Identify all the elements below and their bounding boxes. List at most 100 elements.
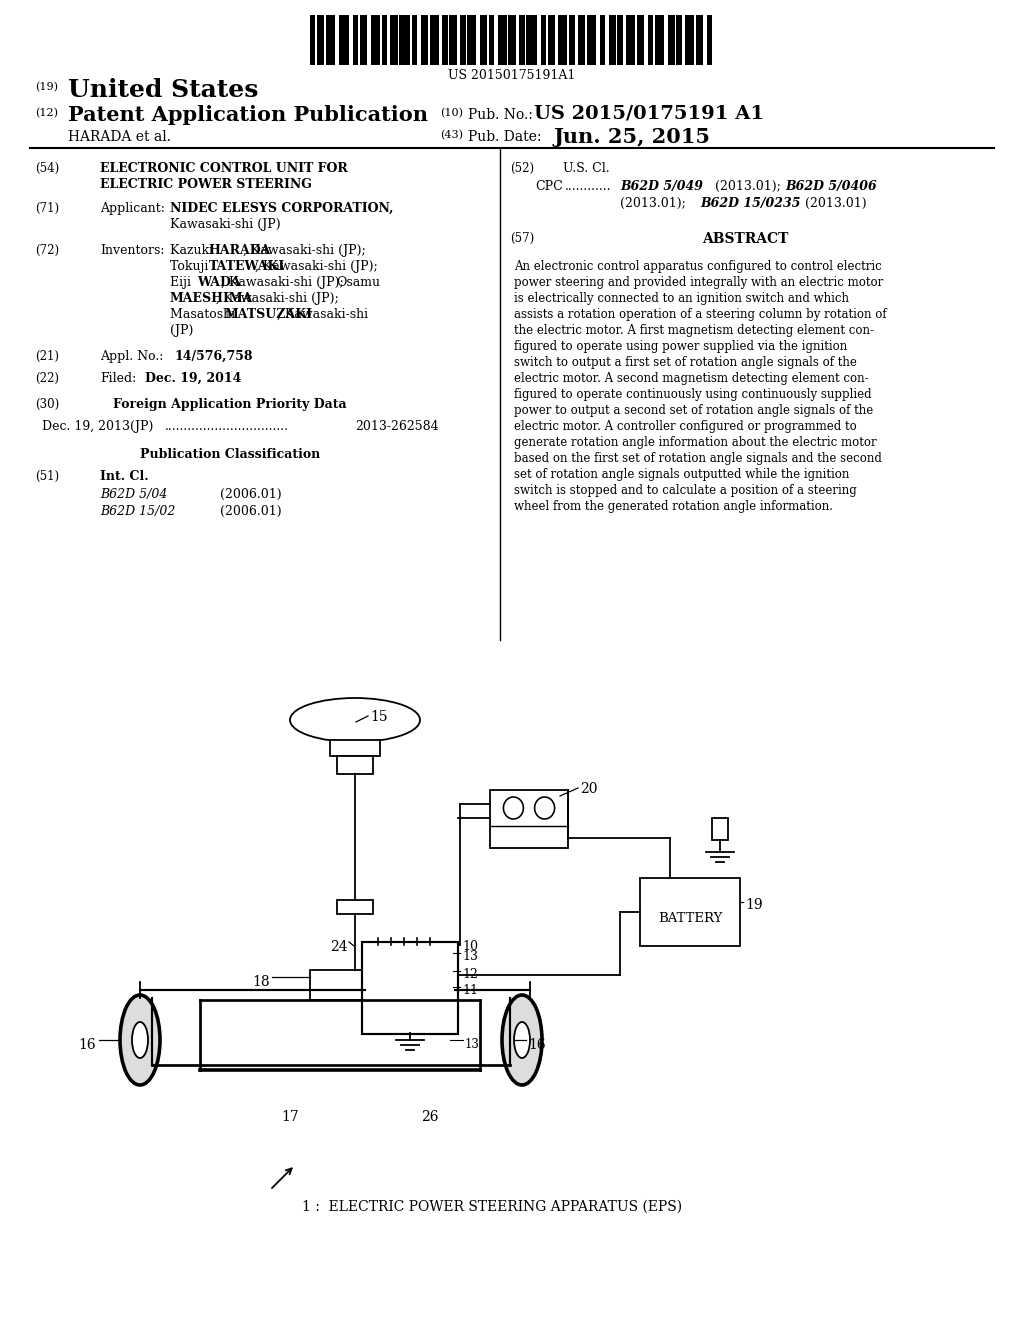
Text: switch is stopped and to calculate a position of a steering: switch is stopped and to calculate a pos… bbox=[514, 484, 857, 498]
Bar bbox=[655, 15, 664, 65]
Bar bbox=[442, 15, 447, 65]
Text: 18: 18 bbox=[252, 975, 270, 989]
Text: (72): (72) bbox=[35, 244, 59, 257]
Text: 19: 19 bbox=[745, 898, 763, 912]
Text: generate rotation angle information about the electric motor: generate rotation angle information abou… bbox=[514, 436, 877, 449]
Text: set of rotation angle signals outputted while the ignition: set of rotation angle signals outputted … bbox=[514, 469, 849, 480]
Text: (57): (57) bbox=[510, 232, 535, 246]
Text: , Kawasaki-shi (JP);: , Kawasaki-shi (JP); bbox=[220, 276, 347, 289]
Text: (2006.01): (2006.01) bbox=[220, 488, 282, 502]
Text: Tokuji: Tokuji bbox=[170, 260, 212, 273]
Bar bbox=[526, 15, 537, 65]
Text: WADA: WADA bbox=[198, 276, 241, 289]
Text: the electric motor. A first magnetism detecting element con-: the electric motor. A first magnetism de… bbox=[514, 323, 874, 337]
Text: An electronic control apparatus configured to control electric: An electronic control apparatus configur… bbox=[514, 260, 882, 273]
Text: Eiji: Eiji bbox=[170, 276, 195, 289]
Text: Osamu: Osamu bbox=[336, 276, 380, 289]
Text: Pub. Date:: Pub. Date: bbox=[468, 129, 542, 144]
Bar bbox=[337, 900, 373, 913]
Text: (JP): (JP) bbox=[130, 420, 154, 433]
Text: ELECTRIC POWER STEERING: ELECTRIC POWER STEERING bbox=[100, 178, 312, 191]
Text: figured to operate continuously using continuously supplied: figured to operate continuously using co… bbox=[514, 388, 871, 401]
Bar bbox=[541, 15, 546, 65]
Text: (22): (22) bbox=[35, 372, 59, 385]
Bar bbox=[617, 15, 623, 65]
Bar bbox=[677, 15, 682, 65]
Bar bbox=[648, 15, 653, 65]
Text: BATTERY: BATTERY bbox=[657, 912, 722, 925]
Ellipse shape bbox=[132, 1022, 148, 1059]
Bar bbox=[330, 741, 380, 756]
Text: 17: 17 bbox=[282, 1110, 299, 1125]
Text: (54): (54) bbox=[35, 162, 59, 176]
Text: Filed:: Filed: bbox=[100, 372, 136, 385]
Bar bbox=[353, 15, 358, 65]
Text: NIDEC ELESYS CORPORATION,: NIDEC ELESYS CORPORATION, bbox=[170, 202, 393, 215]
Text: HARADA: HARADA bbox=[209, 244, 271, 257]
Bar bbox=[685, 15, 694, 65]
Text: CPC: CPC bbox=[535, 180, 563, 193]
Text: Inventors:: Inventors: bbox=[100, 244, 165, 257]
Ellipse shape bbox=[504, 797, 523, 818]
Bar bbox=[317, 15, 325, 65]
Text: HARADA et al.: HARADA et al. bbox=[68, 129, 171, 144]
Text: U.S. Cl.: U.S. Cl. bbox=[563, 162, 609, 176]
Ellipse shape bbox=[514, 1022, 530, 1059]
Text: (51): (51) bbox=[35, 470, 59, 483]
Text: B62D 15/0235: B62D 15/0235 bbox=[700, 197, 801, 210]
Bar bbox=[712, 818, 728, 840]
Text: 20: 20 bbox=[580, 781, 597, 796]
Bar bbox=[509, 15, 515, 65]
Text: power to output a second set of rotation angle signals of the: power to output a second set of rotation… bbox=[514, 404, 873, 417]
Text: 12: 12 bbox=[462, 968, 478, 981]
Text: electric motor. A second magnetism detecting element con-: electric motor. A second magnetism detec… bbox=[514, 372, 868, 385]
Text: wheel from the generated rotation angle information.: wheel from the generated rotation angle … bbox=[514, 500, 833, 513]
Text: Dec. 19, 2013: Dec. 19, 2013 bbox=[42, 420, 130, 433]
Text: Kawasaki-shi (JP): Kawasaki-shi (JP) bbox=[170, 218, 281, 231]
Text: ............: ............ bbox=[565, 180, 611, 193]
Text: (21): (21) bbox=[35, 350, 59, 363]
Text: ................................: ................................ bbox=[165, 420, 289, 433]
Text: ABSTRACT: ABSTRACT bbox=[701, 232, 788, 246]
Text: (2013.01);: (2013.01); bbox=[620, 197, 686, 210]
Bar bbox=[707, 15, 713, 65]
Text: Pub. No.:: Pub. No.: bbox=[468, 108, 532, 121]
Bar bbox=[637, 15, 644, 65]
Text: (2013.01): (2013.01) bbox=[805, 197, 866, 210]
Text: TATEWAKI: TATEWAKI bbox=[209, 260, 285, 273]
Bar bbox=[412, 15, 417, 65]
Text: B62D 5/049: B62D 5/049 bbox=[620, 180, 703, 193]
Text: Dec. 19, 2014: Dec. 19, 2014 bbox=[145, 372, 242, 385]
Text: power steering and provided integrally with an electric motor: power steering and provided integrally w… bbox=[514, 276, 884, 289]
Bar bbox=[390, 15, 397, 65]
Text: (52): (52) bbox=[510, 162, 535, 176]
Text: B62D 5/0406: B62D 5/0406 bbox=[785, 180, 877, 193]
Ellipse shape bbox=[535, 797, 555, 818]
Text: MAESHIMA: MAESHIMA bbox=[170, 292, 253, 305]
Bar bbox=[467, 15, 476, 65]
Text: 2013-262584: 2013-262584 bbox=[355, 420, 438, 433]
Bar bbox=[490, 789, 568, 847]
Text: Patent Application Publication: Patent Application Publication bbox=[68, 106, 428, 125]
Text: Applicant:: Applicant: bbox=[100, 202, 165, 215]
Text: 13: 13 bbox=[465, 1038, 480, 1051]
Text: is electrically connected to an ignition switch and which: is electrically connected to an ignition… bbox=[514, 292, 849, 305]
Bar bbox=[430, 15, 438, 65]
Bar bbox=[362, 942, 458, 1034]
Text: 16: 16 bbox=[528, 1038, 546, 1052]
Text: Int. Cl.: Int. Cl. bbox=[100, 470, 148, 483]
Text: (43): (43) bbox=[440, 129, 463, 140]
Bar bbox=[627, 15, 635, 65]
Text: (2006.01): (2006.01) bbox=[220, 506, 282, 517]
Text: (30): (30) bbox=[35, 399, 59, 411]
Bar bbox=[519, 15, 524, 65]
Bar bbox=[460, 15, 466, 65]
Bar bbox=[668, 15, 675, 65]
Ellipse shape bbox=[502, 995, 542, 1085]
Bar bbox=[399, 15, 410, 65]
Text: Appl. No.:: Appl. No.: bbox=[100, 350, 164, 363]
Bar bbox=[421, 15, 428, 65]
Bar bbox=[339, 15, 349, 65]
Text: (2013.01);: (2013.01); bbox=[715, 180, 781, 193]
Bar bbox=[360, 15, 368, 65]
